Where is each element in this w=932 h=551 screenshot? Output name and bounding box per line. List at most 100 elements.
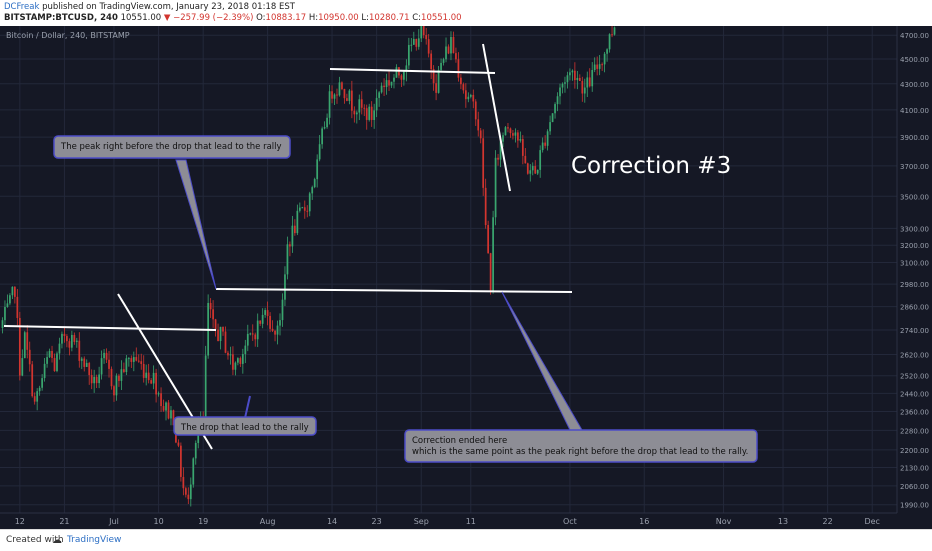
- candle-body: [442, 59, 445, 63]
- published-text: published on TradingView.com, January 23…: [42, 2, 295, 12]
- created-with-label: Created with: [6, 535, 64, 545]
- candle-body: [16, 296, 19, 318]
- candle-body: [61, 333, 63, 344]
- candle-body: [479, 130, 482, 139]
- candle-body: [157, 393, 160, 395]
- candle-body: [338, 82, 341, 96]
- candle-body: [100, 358, 103, 375]
- candle-body: [437, 69, 440, 93]
- candle-body: [358, 99, 361, 113]
- candle-body: [390, 81, 393, 86]
- candle-body: [239, 358, 242, 364]
- candle-body: [289, 244, 291, 247]
- candle-body: [140, 361, 143, 364]
- candle-body: [462, 84, 465, 91]
- author-link[interactable]: DCFreak: [4, 2, 40, 12]
- candle-body: [90, 375, 93, 384]
- candle-body: [41, 378, 43, 388]
- y-axis-tick-label: 2060.00: [900, 483, 929, 491]
- candle-body: [105, 352, 108, 360]
- candle-body: [132, 357, 135, 362]
- callout-drop: The drop that lead to the rally: [173, 416, 317, 436]
- candle-body: [204, 355, 207, 419]
- candle-body: [56, 353, 58, 372]
- candle-body: [48, 350, 51, 358]
- y-axis-tick-label: 2620.00: [900, 351, 929, 359]
- y-axis-tick-label: 3200.00: [900, 242, 929, 250]
- candle-body: [123, 369, 125, 373]
- candle-body: [227, 352, 229, 356]
- candle-body: [598, 64, 601, 69]
- candle-body: [229, 354, 232, 356]
- candle-body: [492, 217, 494, 291]
- candle-body: [400, 75, 403, 80]
- candle-body: [241, 354, 244, 364]
- candle-body: [53, 357, 56, 372]
- candle-body: [521, 139, 524, 156]
- candle-body: [551, 113, 554, 123]
- candle-body: [504, 127, 507, 136]
- ohlc-low-label: L:: [361, 13, 369, 23]
- candle-body: [177, 442, 180, 446]
- correction-label: Correction #3: [571, 153, 731, 179]
- candle-body: [415, 38, 418, 47]
- candle-body: [194, 442, 197, 459]
- x-axis-tick-label: 10: [153, 517, 163, 526]
- candle-body: [363, 107, 366, 109]
- candle-body: [110, 368, 113, 387]
- ohlc-high-label: H:: [308, 13, 319, 23]
- candle-body: [368, 106, 371, 120]
- candle-body: [583, 87, 586, 94]
- y-axis-tick-label: 2360.00: [900, 409, 929, 417]
- candle-body: [14, 286, 16, 297]
- candle-body: [93, 376, 96, 384]
- candle-body: [264, 310, 267, 315]
- candle-body: [512, 133, 514, 136]
- candle-body: [266, 310, 269, 316]
- candle-body: [323, 127, 326, 129]
- candle-body: [536, 169, 539, 174]
- chart-footer: Created with ☁ TradingView: [0, 529, 932, 551]
- candle-body: [209, 302, 212, 310]
- chart-area[interactable]: 12 21 Jul 10 19 Aug 14 23 Sep 11 Oct 16 Nov 13 22 Dec 19…: [0, 12, 932, 529]
- y-axis-tick-label: 4100.00: [900, 107, 929, 115]
- y-axis-tick-label: 4700.00: [900, 32, 929, 40]
- candle-body: [150, 380, 153, 384]
- candle-body: [370, 106, 373, 120]
- trendline: [215, 288, 573, 293]
- candle-body: [222, 326, 224, 332]
- candle-body: [70, 334, 73, 348]
- candle-body: [405, 65, 408, 72]
- tradingview-logo-icon[interactable]: ☁: [52, 535, 62, 546]
- callout-pointer-drop: [244, 395, 251, 419]
- candle-body: [393, 77, 395, 82]
- y-axis-tick-label: 2740.00: [900, 327, 929, 335]
- candle-body: [350, 90, 353, 111]
- price-chart[interactable]: 12 21 Jul 10 19 Aug 14 23 Sep 11 Oct 16 Nov 13 22 Dec 19…: [0, 12, 932, 529]
- y-axis-tick-label: 3500.00: [900, 193, 929, 201]
- candle-body: [172, 410, 175, 426]
- candle-body: [147, 372, 150, 381]
- candle-body: [554, 104, 556, 114]
- candle-body: [115, 375, 118, 396]
- candle-body: [574, 70, 576, 81]
- candle-body: [353, 110, 356, 115]
- candle-body: [78, 340, 81, 361]
- candle-body: [244, 345, 247, 355]
- candle-body: [237, 358, 239, 363]
- candle-body: [63, 333, 66, 337]
- candle-body: [36, 391, 39, 402]
- x-axis-tick-label: Jul: [108, 517, 119, 526]
- tradingview-brand[interactable]: TradingView: [67, 535, 122, 545]
- x-axis-tick-label: 13: [778, 517, 788, 526]
- candle-body: [385, 80, 388, 88]
- x-axis-tick-label: 11: [466, 517, 476, 526]
- candle-body: [588, 77, 591, 87]
- candle-body: [410, 44, 413, 46]
- candle-body: [499, 141, 502, 160]
- candle-body: [378, 92, 380, 98]
- candle-body: [11, 286, 14, 296]
- candle-body: [130, 358, 133, 362]
- candle-body: [412, 38, 415, 45]
- candle-body: [346, 98, 348, 101]
